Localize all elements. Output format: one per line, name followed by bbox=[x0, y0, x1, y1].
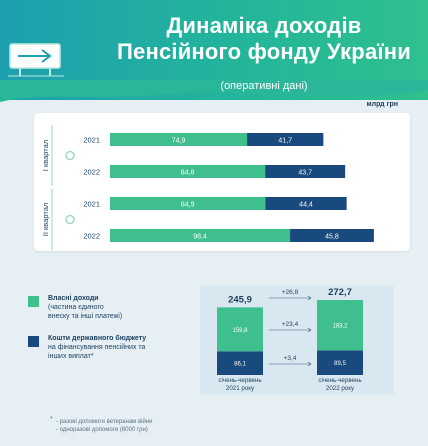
bar-budget-value: 86,1 bbox=[234, 362, 246, 368]
bar-budget-value: 41,7 bbox=[278, 138, 292, 145]
bar-state-budget bbox=[290, 229, 374, 242]
change-label: +23,4 bbox=[282, 321, 299, 328]
category-label: січень-червень bbox=[218, 377, 261, 384]
legend-swatch-own bbox=[28, 296, 39, 307]
bar-total-value: 272,7 bbox=[328, 287, 352, 298]
bar-own-income bbox=[217, 307, 263, 352]
footnote: - разові допомоги ветеранам війни - одно… bbox=[56, 418, 153, 434]
quarterly-chart: І квартал 2021 74,9 41,7 2022 84,8 43,7 ІІ квар… bbox=[41, 125, 374, 250]
legend-swatch-budget bbox=[28, 336, 39, 347]
bar-state-budget bbox=[265, 165, 346, 178]
category-label: 2021 року bbox=[226, 385, 255, 392]
bar-own-income bbox=[110, 133, 248, 146]
bar-own-income bbox=[110, 229, 291, 242]
bar-budget-value: 45,8 bbox=[325, 234, 339, 241]
bar-own-value: 84,9 bbox=[181, 202, 195, 209]
header-wave bbox=[0, 80, 428, 102]
change-label: +3,4 bbox=[284, 355, 297, 362]
bar-state-budget bbox=[317, 350, 363, 375]
page-subtitle: (оперативні дані) bbox=[220, 80, 308, 92]
footnote-star: * bbox=[50, 416, 53, 423]
bar-own-value: 183,2 bbox=[332, 324, 348, 330]
legend-budget-line: інших виплат* bbox=[48, 353, 94, 360]
group-marker bbox=[65, 150, 75, 161]
year-label: 2022 bbox=[83, 232, 100, 241]
unit-label: млрд грн bbox=[366, 101, 398, 108]
change-arrow-head bbox=[307, 361, 312, 367]
group-marker bbox=[65, 214, 75, 225]
group-label: І квартал bbox=[41, 140, 50, 171]
bar-state-budget bbox=[265, 197, 347, 210]
change-arrow-head bbox=[307, 327, 312, 333]
year-label: 2021 bbox=[83, 136, 100, 145]
bar-own-value: 98,4 bbox=[193, 234, 207, 241]
bar-budget-value: 43,7 bbox=[298, 170, 312, 177]
legend-own-line: (частина єдиного bbox=[48, 304, 104, 311]
bar-state-budget bbox=[247, 133, 324, 146]
year-label: 2021 bbox=[83, 200, 100, 209]
footnote-line: - разові допомоги ветеранам війни bbox=[56, 419, 153, 425]
page-title-line1: Динаміка доходів bbox=[166, 13, 362, 38]
arrow-sign-icon bbox=[8, 43, 64, 77]
category-label: 2022 року bbox=[326, 385, 355, 392]
legend-own-line: внеску та інші платежі) bbox=[48, 313, 123, 320]
change-label: +26,8 bbox=[282, 289, 299, 296]
change-arrow-head bbox=[307, 295, 312, 301]
legend-budget-title: Кошти державного бюджету bbox=[48, 335, 147, 342]
bar-state-budget bbox=[217, 351, 263, 375]
year-label: 2022 bbox=[83, 168, 100, 177]
legend-budget-line: на фінансування пенсійних та bbox=[48, 344, 146, 351]
bar-own-income bbox=[317, 300, 363, 351]
category-label: січень-червень bbox=[318, 377, 361, 384]
bar-total-value: 245,9 bbox=[228, 294, 252, 305]
bar-own-value: 74,9 bbox=[172, 138, 186, 145]
half-year-chart-panel: 86,1 159,8 245,9 січень-червень 2021 року 89,… bbox=[200, 285, 394, 395]
bar-budget-value: 89,5 bbox=[334, 361, 346, 367]
quarterly-chart-panel: І квартал 2021 74,9 41,7 2022 84,8 43,7 ІІ квар… bbox=[34, 113, 410, 251]
footnote-line: - одноразові допомоги (8000 грн) bbox=[56, 427, 148, 433]
group-label: ІІ квартал bbox=[41, 203, 50, 237]
bar-own-income bbox=[110, 165, 266, 178]
bar-budget-value: 44,4 bbox=[299, 202, 313, 209]
bar-own-value: 84,8 bbox=[181, 170, 195, 177]
bar-own-income bbox=[110, 197, 266, 210]
bar-own-value: 159,8 bbox=[232, 328, 248, 334]
legend-own-title: Власні доходи bbox=[48, 295, 99, 302]
page-title-line2: Пенсійного фонду України bbox=[117, 39, 411, 64]
